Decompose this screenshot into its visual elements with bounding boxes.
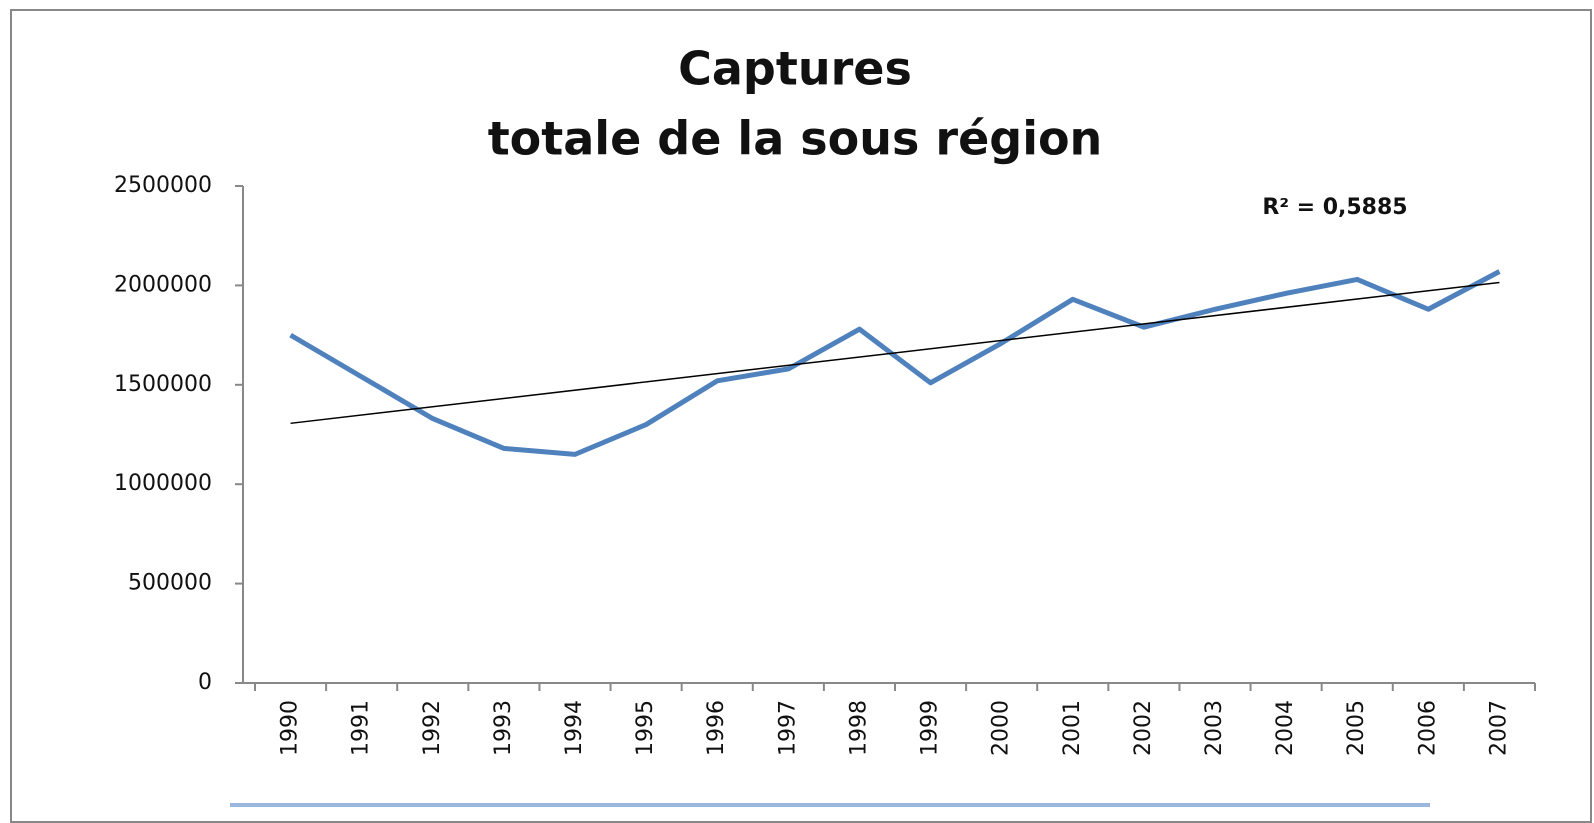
y-tick-label: 1500000 [114, 372, 212, 397]
x-tick-label: 1993 [491, 700, 516, 756]
x-tick-label: 1999 [918, 700, 943, 756]
x-tick-label: 1994 [562, 700, 587, 756]
x-tick-label: 2001 [1060, 700, 1085, 756]
x-tick-label: 2003 [1202, 700, 1227, 756]
y-tick-label: 2500000 [114, 173, 212, 198]
x-tick-label: 2005 [1344, 700, 1369, 756]
chart-title: Captures [678, 42, 912, 96]
y-tick-label: 2000000 [114, 272, 212, 297]
x-tick-label: 1997 [775, 700, 800, 756]
x-tick-label: 1990 [278, 700, 303, 756]
x-tick-label: 1992 [420, 700, 445, 756]
x-tick-label: 2002 [1131, 700, 1156, 756]
trend-line [290, 281, 1500, 425]
data-line [289, 269, 1501, 457]
chart-title: totale de la sous région [488, 112, 1103, 166]
chart-frame [10, 9, 1592, 823]
x-tick-label: 2000 [989, 700, 1014, 756]
r-squared-annotation: R² = 0,5885 [1262, 195, 1407, 220]
x-tick-label: 2004 [1273, 700, 1298, 756]
x-tick-label: 1996 [704, 700, 729, 756]
x-tick-label: 1998 [846, 700, 871, 756]
y-tick-label: 1000000 [114, 471, 212, 496]
y-tick-label: 500000 [128, 571, 212, 596]
x-tick-label: 1991 [349, 700, 374, 756]
x-tick-label: 1995 [633, 700, 658, 756]
x-tick-label: 2007 [1486, 700, 1511, 756]
y-tick-label: 0 [198, 670, 212, 695]
x-tick-label: 2006 [1415, 700, 1440, 756]
